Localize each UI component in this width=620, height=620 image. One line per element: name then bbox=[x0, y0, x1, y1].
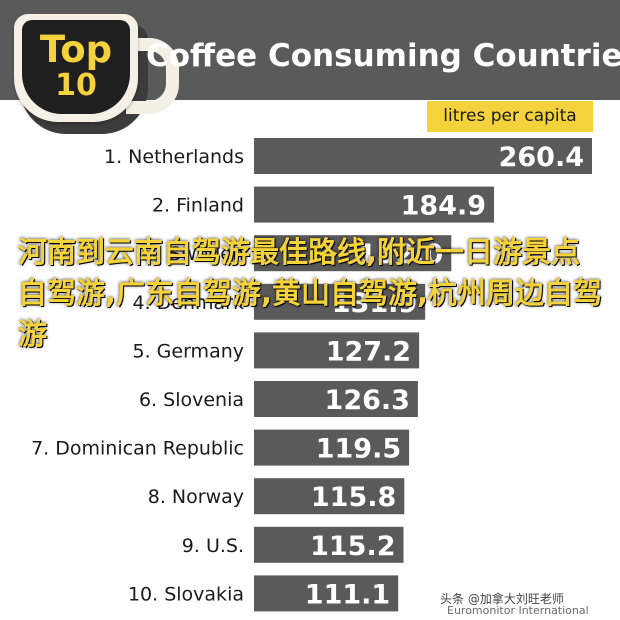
value-label: 184.9 bbox=[401, 191, 486, 222]
value-label: 131.9 bbox=[332, 288, 417, 319]
category-label: 5. Germany bbox=[133, 340, 245, 362]
value-label: 115.8 bbox=[311, 482, 396, 513]
category-label: 2. Finland bbox=[152, 195, 244, 217]
value-label: 111.1 bbox=[305, 579, 390, 610]
bar bbox=[254, 429, 410, 466]
watermark-credit: 头条 @加拿大刘旺老师 bbox=[440, 592, 564, 606]
category-label: 1. Netherlands bbox=[104, 146, 244, 168]
logo-number-text: 10 bbox=[55, 68, 97, 103]
logo-top-text: Top bbox=[39, 28, 113, 71]
value-label: 260.4 bbox=[499, 142, 584, 173]
chart-title: Coffee Consuming Countries bbox=[146, 38, 620, 74]
value-label: 126.3 bbox=[325, 385, 410, 416]
bar bbox=[254, 526, 404, 563]
bar bbox=[254, 381, 418, 417]
mug-coffee bbox=[22, 20, 130, 114]
units-label: litres per capita bbox=[427, 101, 593, 132]
bar bbox=[254, 235, 452, 272]
category-label: 10. Slovakia bbox=[128, 583, 244, 605]
category-label: 7. Dominican Republic bbox=[31, 438, 244, 460]
category-label: 8. Norway bbox=[148, 486, 244, 508]
category-label: 6. Slovenia bbox=[139, 389, 244, 411]
source-credit: Euromonitor International bbox=[447, 604, 589, 617]
bar bbox=[254, 138, 592, 174]
category-label: 9. U.S. bbox=[182, 535, 244, 557]
bar bbox=[254, 186, 494, 223]
bar bbox=[254, 575, 399, 612]
bar bbox=[254, 283, 426, 320]
value-label: 119.5 bbox=[316, 434, 401, 465]
value-label: 152.0 bbox=[358, 239, 443, 270]
value-label: 127.2 bbox=[326, 336, 411, 367]
value-label: 115.2 bbox=[310, 531, 395, 562]
category-label: 3. Sweden bbox=[145, 243, 244, 265]
bar bbox=[254, 478, 405, 515]
bar bbox=[254, 332, 420, 369]
category-label: 4. Denmark bbox=[133, 292, 245, 314]
